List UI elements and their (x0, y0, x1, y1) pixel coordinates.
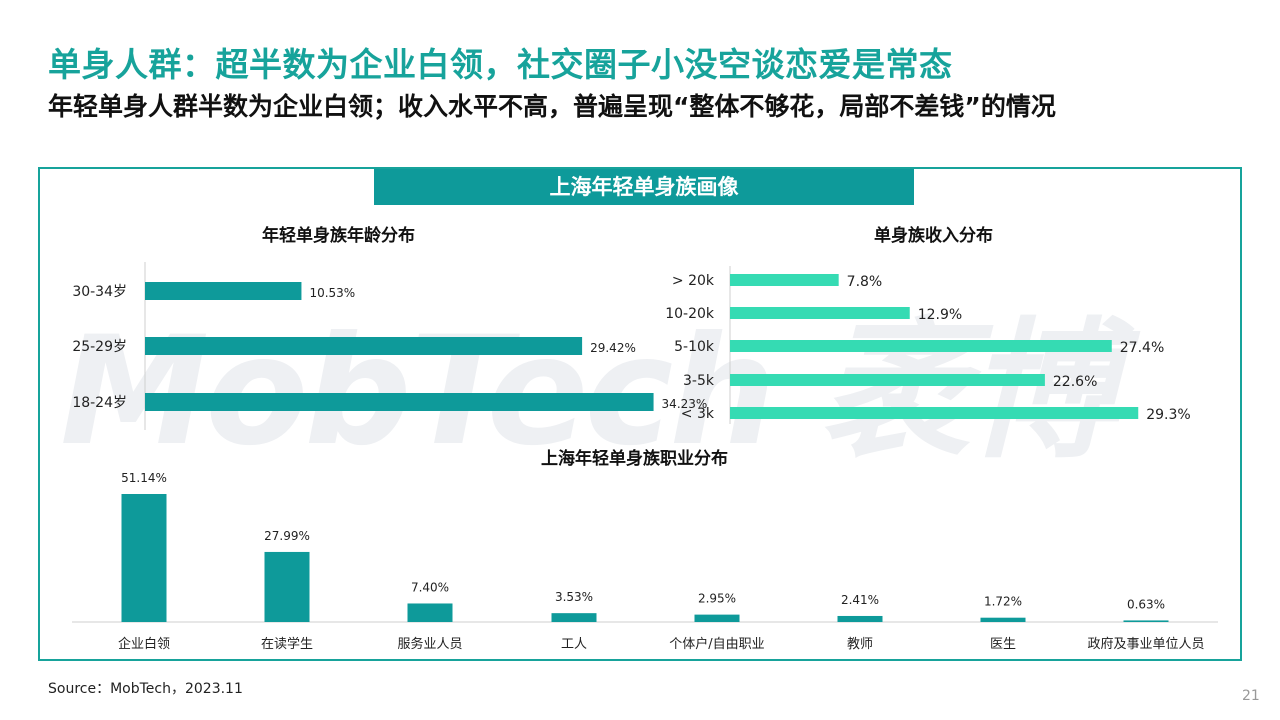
income-category-label-4: < 3k (681, 406, 715, 422)
income-chart-title: 单身族收入分布 (874, 226, 993, 246)
watermark: MobTech 袤博 (60, 305, 1116, 479)
age-value-label-0: 10.53% (309, 286, 355, 300)
occupation-category-label-3: 工人 (561, 637, 587, 652)
income-value-label-0: 7.8% (847, 274, 883, 290)
occupation-value-label-6: 1.72% (984, 595, 1022, 609)
income-bar-0 (730, 274, 839, 286)
page-subtitle: 年轻单身人群半数为企业白领；收入水平不高，普遍呈现“整体不够花，局部不差钱”的情… (48, 92, 1056, 121)
occupation-value-label-5: 2.41% (841, 593, 879, 607)
page-number: 21 (1242, 688, 1260, 704)
occupation-bar-5 (837, 615, 883, 622)
income-value-label-2: 27.4% (1120, 340, 1164, 356)
age-category-label-2: 18-24岁 (72, 395, 127, 411)
income-bar-3 (730, 374, 1045, 386)
income-bar-4 (730, 407, 1139, 419)
income-category-label-2: 5-10k (674, 339, 715, 355)
occupation-category-label-6: 医生 (990, 637, 1016, 652)
age-bar-1 (145, 337, 583, 355)
occupation-bar-2 (407, 603, 453, 622)
occupation-value-label-3: 3.53% (555, 590, 593, 604)
occupation-category-label-2: 服务业人员 (397, 636, 462, 652)
age-value-label-2: 34.23% (662, 397, 708, 411)
occupation-value-label-1: 27.99% (264, 529, 310, 543)
occupation-value-label-0: 51.14% (121, 471, 167, 485)
occupation-chart-title: 上海年轻单身族职业分布 (541, 449, 728, 469)
occupation-bar-1 (264, 551, 310, 622)
age-category-label-1: 25-29岁 (72, 339, 127, 355)
income-value-label-1: 12.9% (918, 307, 962, 323)
occupation-category-label-0: 企业白领 (118, 636, 170, 652)
income-value-label-3: 22.6% (1053, 374, 1097, 390)
occupation-bar-7 (1123, 620, 1169, 622)
occupation-value-label-2: 7.40% (411, 580, 449, 594)
age-chart-title: 年轻单身族年龄分布 (262, 226, 415, 246)
occupation-bar-6 (980, 617, 1026, 622)
occupation-category-label-1: 在读学生 (261, 636, 313, 652)
income-category-label-0: > 20k (672, 273, 715, 289)
income-bar-2 (730, 340, 1112, 352)
occupation-value-label-4: 2.95% (698, 592, 736, 606)
portrait-panel (38, 167, 1242, 661)
panel-header: 上海年轻单身族画像 (374, 169, 914, 205)
occupation-value-label-7: 0.63% (1127, 597, 1165, 611)
income-category-label-1: 10-20k (665, 306, 715, 322)
age-value-label-1: 29.42% (590, 341, 636, 355)
occupation-category-label-7: 政府及事业单位人员 (1087, 637, 1204, 652)
source-note: Source：MobTech，2023.11 (48, 681, 243, 697)
occupation-category-label-4: 个体户/自由职业 (669, 636, 764, 652)
income-category-label-3: 3-5k (683, 373, 715, 389)
age-bar-2 (145, 393, 654, 411)
occupation-bar-3 (551, 613, 597, 622)
occupation-bar-4 (694, 614, 740, 622)
age-category-label-0: 30-34岁 (72, 284, 127, 300)
income-value-label-4: 29.3% (1146, 407, 1190, 423)
occupation-category-label-5: 教师 (847, 636, 873, 652)
age-bar-0 (145, 282, 302, 300)
page-title: 单身人群：超半数为企业白领，社交圈子小没空谈恋爱是常态 (48, 45, 953, 84)
occupation-bar-0 (121, 494, 167, 622)
income-bar-1 (730, 307, 910, 319)
